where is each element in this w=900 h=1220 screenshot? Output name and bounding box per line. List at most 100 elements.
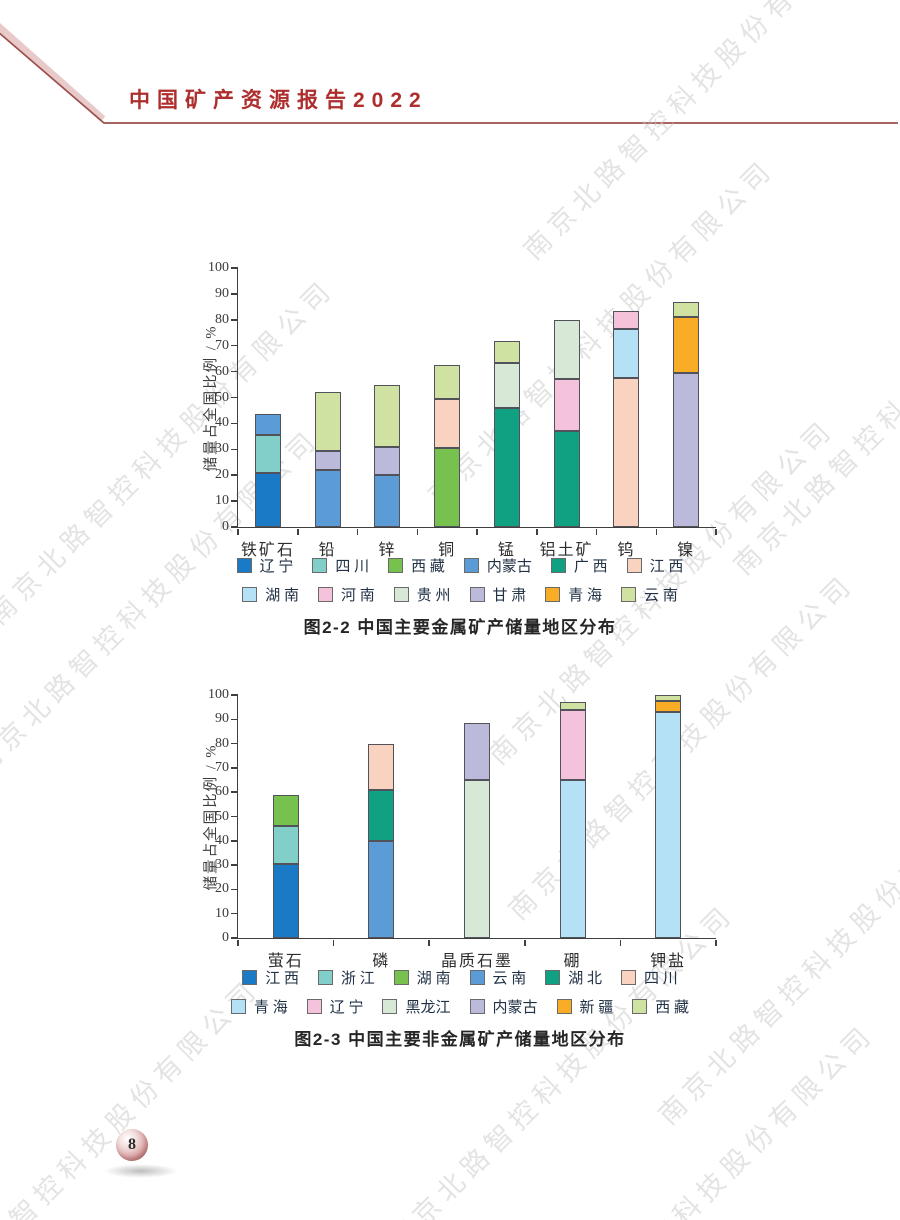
- bar-segment-钨-江西: [613, 378, 640, 527]
- y-tick-mark: [231, 912, 238, 915]
- x-category-label: 锌: [378, 542, 397, 559]
- legend-item: 内蒙古: [469, 996, 538, 1017]
- legend-item: 浙 江: [317, 967, 375, 988]
- legend-swatch: [545, 587, 561, 602]
- legend-metal: 辽 宁 四 川 西 藏 内蒙古 广 西 江 西湖 南 河 南 贵 州 甘 肃 青 海 云 南: [200, 555, 720, 605]
- legend-swatch: [236, 558, 252, 573]
- bar-segment-铅-甘肃: [314, 450, 341, 471]
- legend-item: 广 西: [550, 555, 608, 576]
- legend-item: 湖 北: [545, 967, 602, 988]
- legend-swatch: [469, 970, 485, 985]
- legend-item: 江 西: [242, 967, 299, 988]
- y-tick-label: 80: [215, 311, 229, 327]
- bar-segment-钾盐-西藏: [655, 695, 682, 702]
- x-tick-mark: [655, 529, 657, 535]
- legend-label: 四 川: [644, 971, 678, 987]
- legend-item: 青 海: [230, 996, 288, 1017]
- bar-segment-镍-青海: [673, 317, 700, 373]
- y-tick-label: 70: [215, 337, 229, 353]
- legend-swatch: [621, 970, 637, 985]
- bar-segment-钾盐-青海: [655, 712, 682, 938]
- chart-caption-metal: 图2-2 中国主要金属矿产储量地区分布: [303, 618, 617, 637]
- y-tick-label: 90: [215, 711, 229, 727]
- bar-segment-钾盐-新疆: [655, 701, 682, 713]
- legend-swatch: [621, 587, 637, 602]
- legend-label: 青 海: [253, 1000, 288, 1016]
- page-number-shadow: [104, 1164, 178, 1178]
- bar-segment-镍-云南: [673, 301, 700, 318]
- y-tick-mark: [231, 742, 238, 745]
- bar-segment-铝土矿-广西: [553, 431, 580, 527]
- bar-segment-磷-云南: [368, 840, 395, 938]
- legend-label: 青 海: [568, 588, 603, 604]
- y-tick-mark: [231, 864, 238, 866]
- legend-item: 西 藏: [632, 996, 689, 1017]
- legend-item: 江 西: [626, 555, 683, 576]
- x-tick-mark: [476, 529, 478, 535]
- legend-label: 辽 宁: [259, 559, 294, 575]
- legend-item: 内蒙古: [463, 555, 532, 576]
- legend-swatch: [556, 999, 572, 1014]
- bar-segment-铅-云南: [314, 392, 341, 451]
- legend-label: 内蒙古: [486, 559, 532, 575]
- x-category-label: 磷: [372, 953, 391, 970]
- legend-swatch: [230, 999, 246, 1014]
- legend-label: 湖 南: [416, 971, 451, 987]
- x-tick-mark: [619, 940, 622, 946]
- legend-label: 河 南: [340, 588, 375, 604]
- y-tick-mark: [231, 718, 238, 721]
- y-tick-label: 20: [215, 467, 229, 483]
- y-tick-label: 10: [215, 905, 229, 921]
- legend-row: 青 海 辽 宁 黑龙江 内蒙古 新 疆 西 藏: [230, 996, 689, 1017]
- x-category-label: 镍: [677, 542, 696, 559]
- y-tick-label: 100: [208, 260, 229, 275]
- y-tick-mark: [231, 767, 238, 769]
- legend-label: 湖 南: [265, 588, 299, 604]
- y-tick-mark: [231, 370, 238, 373]
- chart-caption-nonmetal: 图2-3 中国主要非金属矿产储量地区分布: [294, 1030, 626, 1049]
- y-tick-label: 80: [215, 735, 229, 751]
- company-watermark: 南京北路智控科技股份有限公司: [727, 222, 900, 581]
- y-tick-mark: [231, 526, 238, 528]
- bar-segment-铜-西藏: [434, 448, 461, 527]
- y-tick-label: 100: [208, 687, 229, 702]
- legend-swatch: [242, 970, 258, 985]
- chart-nonmetal-minerals: 储量占全国比例 / % 0 10 20 30 40 50 60 70 80 90 100 萤石磷晶质石…: [200, 687, 720, 1088]
- legend-label: 四 川: [335, 559, 370, 575]
- legend-label: 云 南: [492, 971, 527, 987]
- x-category-label: 铁矿石: [240, 542, 295, 559]
- legend-item: 黑龙江: [382, 996, 451, 1017]
- legend-item: 湖 南: [242, 584, 299, 605]
- legend-label: 湖 北: [568, 971, 603, 987]
- report-title: 中国矿产资源报告2022: [129, 89, 428, 112]
- legend-item: 四 川: [621, 967, 678, 988]
- x-tick-mark: [536, 529, 538, 535]
- legend-swatch: [312, 558, 328, 573]
- bar-segment-锰-贵州: [493, 362, 520, 408]
- x-tick-mark: [715, 940, 717, 946]
- bar-segment-硼-西藏: [559, 702, 586, 710]
- legend-swatch: [317, 587, 333, 602]
- x-category-label: 钨: [617, 542, 636, 559]
- legend-swatch: [463, 558, 479, 573]
- chart-metal-minerals: 储量占全国比例 / % 0 10 20 30 40 50 60 70 80 90 100 铁矿石铅锌铜…: [200, 260, 720, 671]
- legend-label: 辽 宁: [329, 1000, 364, 1016]
- legend-swatch: [626, 558, 642, 573]
- x-tick-mark: [416, 529, 418, 535]
- legend-item: 云 南: [621, 584, 678, 605]
- legend-item: 新 疆: [556, 996, 613, 1017]
- y-tick-label: 50: [215, 808, 229, 824]
- bar-segment-铜-云南: [434, 365, 461, 399]
- legend-label: 内蒙古: [492, 1000, 538, 1016]
- bar-segment-萤石-浙江: [272, 826, 299, 864]
- legend-swatch: [469, 587, 485, 602]
- y-tick-label: 70: [215, 759, 229, 775]
- legend-label: 贵 州: [416, 588, 451, 604]
- legend-item: 河 南: [317, 584, 375, 605]
- legend-item: 辽 宁: [236, 555, 294, 576]
- y-tick-mark: [231, 344, 238, 347]
- y-tick-mark: [231, 815, 238, 818]
- x-tick-mark: [715, 529, 717, 535]
- legend-label: 云 南: [644, 588, 678, 604]
- y-tick-mark: [231, 319, 238, 321]
